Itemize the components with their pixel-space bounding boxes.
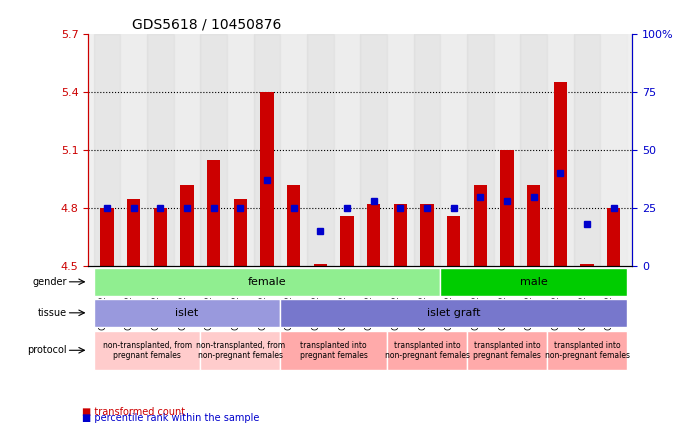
Bar bbox=[547, 330, 627, 370]
Bar bbox=[500, 150, 513, 266]
Bar bbox=[334, 34, 360, 266]
Bar bbox=[173, 34, 201, 266]
Bar bbox=[207, 160, 220, 266]
Bar bbox=[280, 34, 307, 266]
Bar bbox=[360, 34, 387, 266]
Text: ■ percentile rank within the sample: ■ percentile rank within the sample bbox=[82, 413, 259, 423]
Bar bbox=[127, 198, 140, 266]
Bar bbox=[413, 34, 441, 266]
Bar bbox=[574, 34, 600, 266]
Text: GDS5618 / 10450876: GDS5618 / 10450876 bbox=[132, 17, 282, 31]
Bar bbox=[227, 34, 254, 266]
Bar bbox=[520, 34, 547, 266]
Bar bbox=[287, 185, 301, 266]
Bar bbox=[147, 34, 173, 266]
Bar bbox=[154, 208, 167, 266]
Text: islet graft: islet graft bbox=[427, 308, 481, 318]
Bar bbox=[474, 185, 487, 266]
Bar bbox=[527, 185, 541, 266]
Bar bbox=[387, 34, 413, 266]
Bar bbox=[394, 204, 407, 266]
Text: transplanted into
non-pregnant females: transplanted into non-pregnant females bbox=[545, 341, 630, 360]
Bar bbox=[101, 208, 114, 266]
Bar bbox=[467, 330, 547, 370]
Bar bbox=[607, 208, 620, 266]
Bar bbox=[201, 34, 227, 266]
Bar bbox=[447, 216, 460, 266]
Bar bbox=[260, 92, 274, 266]
Bar bbox=[554, 82, 567, 266]
Text: tissue: tissue bbox=[37, 308, 67, 318]
Bar bbox=[547, 34, 574, 266]
Bar bbox=[367, 204, 380, 266]
Text: gender: gender bbox=[32, 277, 67, 287]
Bar bbox=[313, 264, 327, 266]
Text: non-transplanted, from
non-pregnant females: non-transplanted, from non-pregnant fema… bbox=[196, 341, 285, 360]
Bar bbox=[120, 34, 147, 266]
Bar bbox=[180, 185, 194, 266]
Bar bbox=[280, 330, 387, 370]
Bar bbox=[234, 198, 247, 266]
Bar bbox=[600, 34, 627, 266]
Bar bbox=[387, 330, 467, 370]
Bar bbox=[201, 330, 280, 370]
Bar bbox=[441, 34, 467, 266]
Text: ■ transformed count: ■ transformed count bbox=[82, 407, 185, 417]
Bar bbox=[94, 299, 280, 327]
Bar bbox=[420, 204, 434, 266]
Text: transplanted into
non-pregnant females: transplanted into non-pregnant females bbox=[385, 341, 470, 360]
Text: transplanted into
pregnant females: transplanted into pregnant females bbox=[473, 341, 541, 360]
Bar bbox=[581, 264, 594, 266]
Bar bbox=[467, 34, 494, 266]
Bar bbox=[94, 34, 120, 266]
Bar bbox=[94, 268, 441, 296]
Bar bbox=[94, 330, 201, 370]
Bar bbox=[341, 216, 354, 266]
Text: non-transplanted, from
pregnant females: non-transplanted, from pregnant females bbox=[103, 341, 192, 360]
Text: female: female bbox=[248, 277, 286, 287]
Text: transplanted into
pregnant females: transplanted into pregnant females bbox=[300, 341, 368, 360]
Bar bbox=[494, 34, 520, 266]
Text: islet: islet bbox=[175, 308, 199, 318]
Text: male: male bbox=[520, 277, 547, 287]
Bar bbox=[280, 299, 627, 327]
Bar bbox=[441, 268, 627, 296]
Bar bbox=[254, 34, 280, 266]
Bar bbox=[307, 34, 334, 266]
Text: protocol: protocol bbox=[27, 345, 67, 355]
